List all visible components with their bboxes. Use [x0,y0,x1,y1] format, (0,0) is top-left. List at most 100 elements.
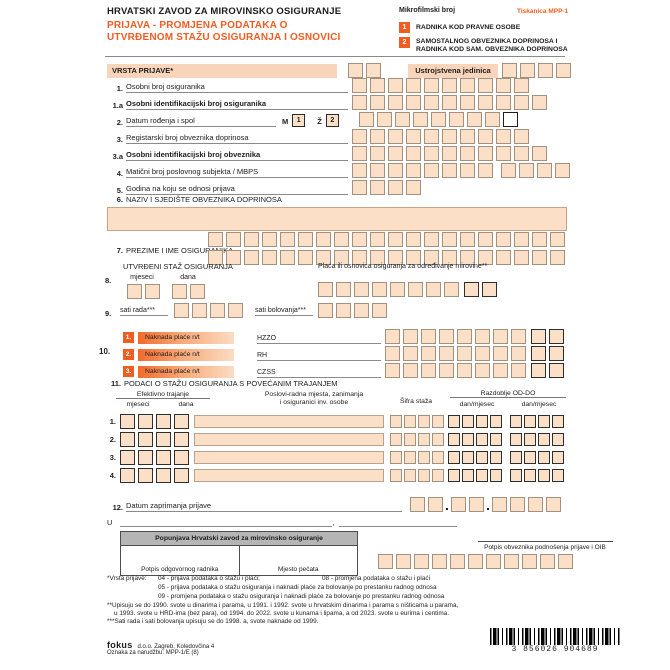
eff-boxes[interactable] [120,414,189,429]
form-box[interactable] [244,232,259,247]
form-box[interactable] [496,250,511,265]
form-box[interactable] [336,303,351,318]
form-box[interactable] [460,163,475,178]
salary-boxes[interactable] [318,282,459,297]
form-box[interactable] [556,63,571,78]
form-box[interactable] [352,146,367,161]
form-box[interactable] [138,450,153,465]
form-box[interactable] [486,554,501,569]
form-box[interactable] [468,554,483,569]
form-box[interactable] [404,433,416,446]
form-box[interactable] [482,282,497,297]
form-box[interactable] [538,451,550,464]
form-box[interactable] [475,363,490,378]
form-box[interactable] [406,250,421,265]
naknada-boxes-czss[interactable] [385,363,526,378]
form-box[interactable] [552,469,564,482]
salary-decimal-boxes[interactable] [464,282,497,297]
form-box[interactable] [424,232,439,247]
form-box[interactable] [496,78,511,93]
form-box[interactable] [414,554,429,569]
form-box[interactable] [558,554,573,569]
form-box[interactable] [460,95,475,110]
form-box[interactable] [469,497,484,512]
form-box[interactable] [318,303,333,318]
naknada-boxes-rh[interactable] [385,346,526,361]
form-box[interactable] [462,433,474,446]
form-box[interactable] [442,95,457,110]
form-box[interactable] [318,282,333,297]
form-box[interactable] [352,180,367,195]
form-box[interactable] [138,414,153,429]
form-box[interactable] [490,451,502,464]
form-box[interactable] [476,433,488,446]
staz-days-boxes[interactable] [172,284,205,299]
form-box[interactable] [522,554,537,569]
sifra-boxes[interactable] [390,433,444,446]
poslovi-field[interactable] [194,469,384,482]
form-box[interactable] [448,433,460,446]
form-box[interactable] [460,78,475,93]
form-box[interactable] [403,346,418,361]
form-box[interactable] [370,129,385,144]
form-box[interactable] [385,329,400,344]
field-1-boxes[interactable] [352,78,529,93]
form-box[interactable] [394,112,410,127]
form-box[interactable] [496,95,511,110]
form-box[interactable] [120,450,135,465]
form-box[interactable] [476,415,488,428]
form-box[interactable] [430,112,446,127]
form-box[interactable] [490,433,502,446]
form-box[interactable] [390,451,402,464]
form-box[interactable] [372,282,387,297]
field-3a-boxes[interactable] [352,146,547,161]
form-box[interactable] [439,329,454,344]
form-box[interactable] [403,329,418,344]
od-boxes[interactable] [448,451,502,464]
form-box[interactable] [372,303,387,318]
form-box[interactable] [511,329,526,344]
form-box[interactable] [448,415,460,428]
form-box[interactable] [524,433,536,446]
form-box[interactable] [352,163,367,178]
form-box[interactable] [385,346,400,361]
form-box[interactable] [424,78,439,93]
form-box[interactable] [424,95,439,110]
form-box[interactable] [514,78,529,93]
staz-months-boxes[interactable] [127,284,160,299]
form-box[interactable] [501,163,516,178]
vrsta-prijave-boxes[interactable] [348,63,381,78]
do-boxes[interactable] [510,451,564,464]
name-boxes-row1[interactable] [208,232,565,247]
form-box[interactable] [192,303,207,318]
form-box[interactable] [448,469,460,482]
form-box[interactable] [496,129,511,144]
form-box[interactable] [510,497,525,512]
form-box[interactable] [424,163,439,178]
form-box[interactable] [410,497,425,512]
name-boxes-row2[interactable] [208,250,565,265]
date-month-boxes[interactable] [451,497,484,512]
form-box[interactable] [448,112,464,127]
form-box[interactable] [228,303,243,318]
form-box[interactable] [418,415,430,428]
form-box[interactable] [478,250,493,265]
form-box[interactable] [524,415,536,428]
form-box[interactable] [370,95,385,110]
do-boxes[interactable] [510,433,564,446]
form-box[interactable] [532,250,547,265]
form-box[interactable] [538,433,550,446]
form-box[interactable] [412,112,428,127]
form-box[interactable] [406,129,421,144]
od-boxes[interactable] [448,469,502,482]
form-box[interactable] [531,363,546,378]
form-box[interactable] [464,282,479,297]
form-box[interactable] [532,95,547,110]
field-1a-boxes[interactable] [352,95,547,110]
form-box[interactable] [404,451,416,464]
form-box[interactable] [492,497,507,512]
form-box[interactable] [352,95,367,110]
form-box[interactable] [366,63,381,78]
eff-boxes[interactable] [120,450,189,465]
form-box[interactable] [208,232,223,247]
